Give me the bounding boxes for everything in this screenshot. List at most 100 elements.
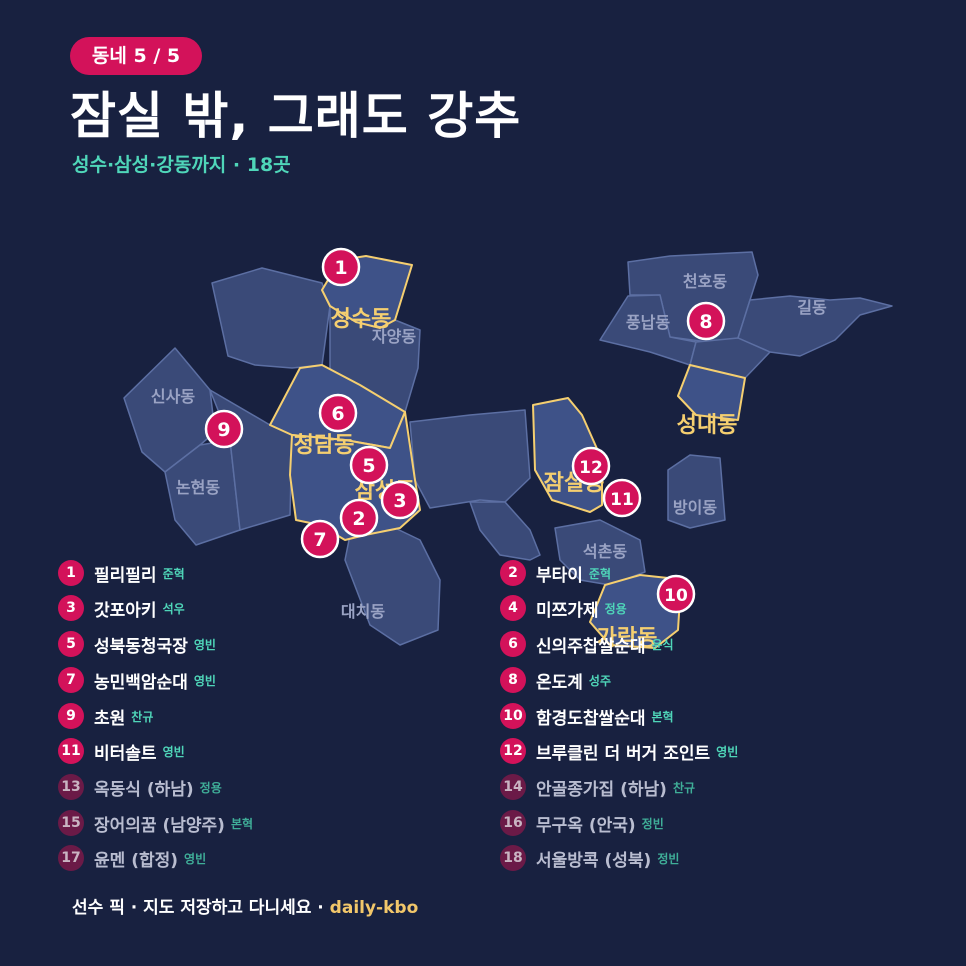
district-label-sinsa: 신사동 [151,387,195,406]
map-marker[interactable]: 5 [349,445,389,485]
page-badge: 동네 5 / 5 [70,37,202,75]
svg-text:2: 2 [352,508,365,530]
map-marker[interactable]: 8 [686,301,726,341]
list-number: 3 [58,595,84,621]
list-name: 윤멘 (합정) [94,850,179,871]
list-item[interactable]: 2 부타이 준혁 [500,559,611,587]
list-number: 15 [58,810,84,836]
list-number: 14 [500,774,526,800]
list-item[interactable]: 4 미쯔가제 정용 [500,594,627,622]
svg-text:8: 8 [699,311,712,333]
page-subtitle: 성수·삼성·강동까지 · 18곳 [72,154,291,176]
map-marker[interactable]: 11 [602,478,642,518]
list-item[interactable]: 16 무구옥 (안국) 정빈 [500,809,664,837]
list-number: 11 [58,738,84,764]
list-name: 무구옥 (안국) [536,815,636,836]
list-item[interactable]: 11 비터솔트 영빈 [58,737,185,765]
list-item[interactable]: 17 윤멘 (합정) 영빈 [58,844,206,872]
map-marker[interactable]: 12 [571,446,611,486]
list-player: 준혁 [162,566,185,581]
map-marker[interactable]: 1 [321,247,361,287]
district-label-seongsu: 성수동 [331,307,392,332]
svg-text:5: 5 [362,455,375,477]
list-name: 성북동청국장 [94,636,188,657]
district-northwest [211,267,331,369]
list-item[interactable]: 8 온도계 성주 [500,666,611,694]
list-player: 성주 [588,673,612,688]
list-name: 장어의꿈 (남양주) [94,815,225,836]
list-name: 브루클린 더 버거 조인트 [536,743,711,764]
list-player: 정빈 [657,851,680,866]
district-label-seongnae: 성내동 [677,413,738,438]
list-item[interactable]: 14 안골종가집 (하남) 찬규 [500,773,695,801]
list-name: 서울방콕 (성북) [536,850,652,871]
district-label-gil: 길동 [797,298,827,317]
list-name: 초원 [94,708,126,729]
district-label-pungnap: 풍납동 [626,313,670,332]
list-name: 옥동식 (하남) [94,779,194,800]
map-marker[interactable]: 7 [300,519,340,559]
district-daechi [344,527,441,646]
list-name: 신의주찹쌀순대 [536,636,646,657]
list-number: 16 [500,810,526,836]
list-number: 18 [500,845,526,871]
list-name: 비터솔트 [94,743,157,764]
list-player: 석우 [162,601,185,616]
map-marker[interactable]: 3 [380,480,420,520]
district-bangi [667,454,726,529]
svg-text:10: 10 [664,586,688,606]
page-title: 잠실 밖, 그래도 강추 [70,87,522,145]
svg-text:3: 3 [393,490,406,512]
district-label-nonhyeon: 논현동 [176,478,220,497]
list-item[interactable]: 3 갓포아키 석우 [58,594,185,622]
list-number: 10 [500,703,526,729]
svg-text:7: 7 [313,529,326,551]
list-item[interactable]: 1 필리필리 준혁 [58,559,185,587]
list-name: 필리필리 [94,565,157,586]
list-item[interactable]: 5 성북동청국장 영빈 [58,630,216,658]
district-seongnae [677,364,746,421]
list-player: 준혁 [588,566,612,581]
svg-text:1: 1 [334,257,347,279]
list-item[interactable]: 9 초원 찬규 [58,702,153,730]
list-number: 7 [58,667,84,693]
district-label-seokchon: 석촌동 [583,542,627,561]
list-player: 영빈 [193,637,216,652]
list-player: 영빈 [193,673,216,688]
list-player: 본혁 [651,709,674,724]
svg-text:6: 6 [331,403,344,425]
district-pungnap [599,294,697,366]
list-item[interactable]: 6 신의주찹쌀순대 윤식 [500,630,674,658]
map-marker[interactable]: 2 [339,498,379,538]
list-number: 5 [58,631,84,657]
list-number: 17 [58,845,84,871]
list-item[interactable]: 13 옥동식 (하남) 정용 [58,773,222,801]
footer-brand: daily-kbo [329,898,419,918]
list-player: 영빈 [716,744,739,759]
svg-text:12: 12 [579,458,603,478]
list-player: 찬규 [672,780,696,795]
list-name: 안골종가집 (하남) [536,779,667,800]
list-player: 윤식 [651,637,674,652]
list-item[interactable]: 18 서울방콕 (성북) 정빈 [500,844,679,872]
list-number: 12 [500,738,526,764]
list-number: 8 [500,667,526,693]
list-name: 부타이 [536,565,583,586]
map-marker[interactable]: 9 [204,409,244,449]
list-item[interactable]: 15 장어의꿈 (남양주) 본혁 [58,809,253,837]
map-marker[interactable]: 10 [656,574,696,614]
list-player: 찬규 [131,709,154,724]
district-label-garak: 가락동 [597,626,658,651]
list-item[interactable]: 10 함경도찹쌀순대 본혁 [500,702,674,730]
list-number: 9 [58,703,84,729]
list-name: 함경도찹쌀순대 [536,708,646,729]
list-item[interactable]: 7 농민백암순대 영빈 [58,666,216,694]
map-marker[interactable]: 6 [318,393,358,433]
district-label-cheongdam: 청담동 [294,433,355,458]
list-number: 1 [58,560,84,586]
footer-text: 선수 픽 · 지도 저장하고 다니세요 · [72,898,330,918]
district-label-jayang: 자양동 [372,327,416,346]
district-label-bangi: 방이동 [673,498,717,517]
list-item[interactable]: 12 브루클린 더 버거 조인트 영빈 [500,737,738,765]
